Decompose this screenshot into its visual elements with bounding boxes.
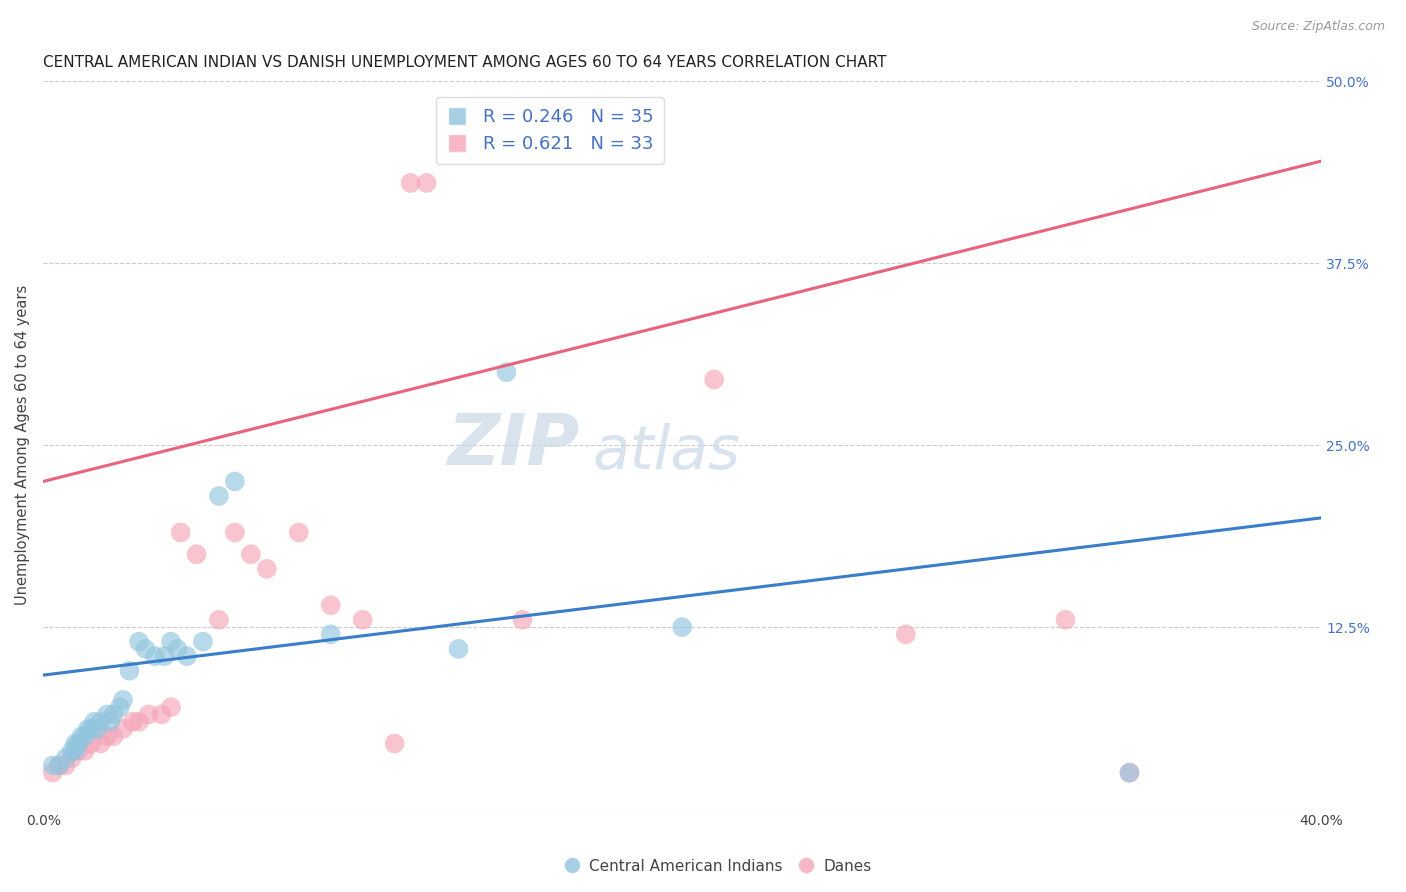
Point [90,714,112,729]
Point [224,475,246,489]
Point [191,634,214,648]
Point [112,693,135,707]
Point [98,714,121,729]
Point [288,525,311,540]
Point [96,707,118,722]
Point [42,765,65,780]
Point [128,634,150,648]
Point [60,751,83,765]
Legend: Central American Indians, Danes: Central American Indians, Danes [557,853,877,880]
Point [121,714,143,729]
Point [319,627,342,641]
Point [118,664,141,678]
Point [512,613,534,627]
Text: CENTRAL AMERICAN INDIAN VS DANISH UNEMPLOYMENT AMONG AGES 60 TO 64 YEARS CORRELA: CENTRAL AMERICAN INDIAN VS DANISH UNEMPL… [44,55,887,70]
Point [352,613,374,627]
Point [399,176,422,190]
Point [186,547,208,561]
Point [703,372,725,386]
Point [83,714,105,729]
Point [90,737,112,751]
Point [138,707,160,722]
Point [176,649,198,664]
Point [55,751,77,765]
Point [80,737,103,751]
Point [1118,765,1140,780]
Point [103,707,125,722]
Text: Source: ZipAtlas.com: Source: ZipAtlas.com [1251,20,1385,33]
Point [77,722,100,736]
Point [169,525,191,540]
Point [86,722,108,736]
Point [208,489,231,503]
Point [495,365,517,379]
Point [48,758,70,772]
Point [70,729,93,743]
Point [160,700,183,714]
Point [63,744,86,758]
Legend: R = 0.246   N = 35, R = 0.621   N = 33: R = 0.246 N = 35, R = 0.621 N = 33 [436,97,664,164]
Point [415,176,437,190]
Point [224,525,246,540]
Point [256,562,278,576]
Point [143,649,166,664]
Point [160,634,183,648]
Point [1054,613,1077,627]
Point [128,714,150,729]
Point [150,707,173,722]
Point [48,758,70,772]
Point [671,620,693,634]
Point [96,729,118,743]
Point [208,613,231,627]
Point [239,547,262,561]
Y-axis label: Unemployment Among Ages 60 to 64 years: Unemployment Among Ages 60 to 64 years [15,285,30,605]
Point [60,744,83,758]
Point [73,744,96,758]
Point [42,758,65,772]
Point [384,737,406,751]
Point [1118,765,1140,780]
Point [103,729,125,743]
Point [63,737,86,751]
Point [73,729,96,743]
Point [55,758,77,772]
Point [112,722,135,736]
Text: atlas: atlas [593,423,741,482]
Point [134,641,156,656]
Text: ZIP: ZIP [447,410,579,480]
Point [67,737,90,751]
Point [166,641,188,656]
Point [319,599,342,613]
Point [447,641,470,656]
Point [108,700,131,714]
Point [894,627,917,641]
Point [80,722,103,736]
Point [153,649,176,664]
Point [67,744,90,758]
